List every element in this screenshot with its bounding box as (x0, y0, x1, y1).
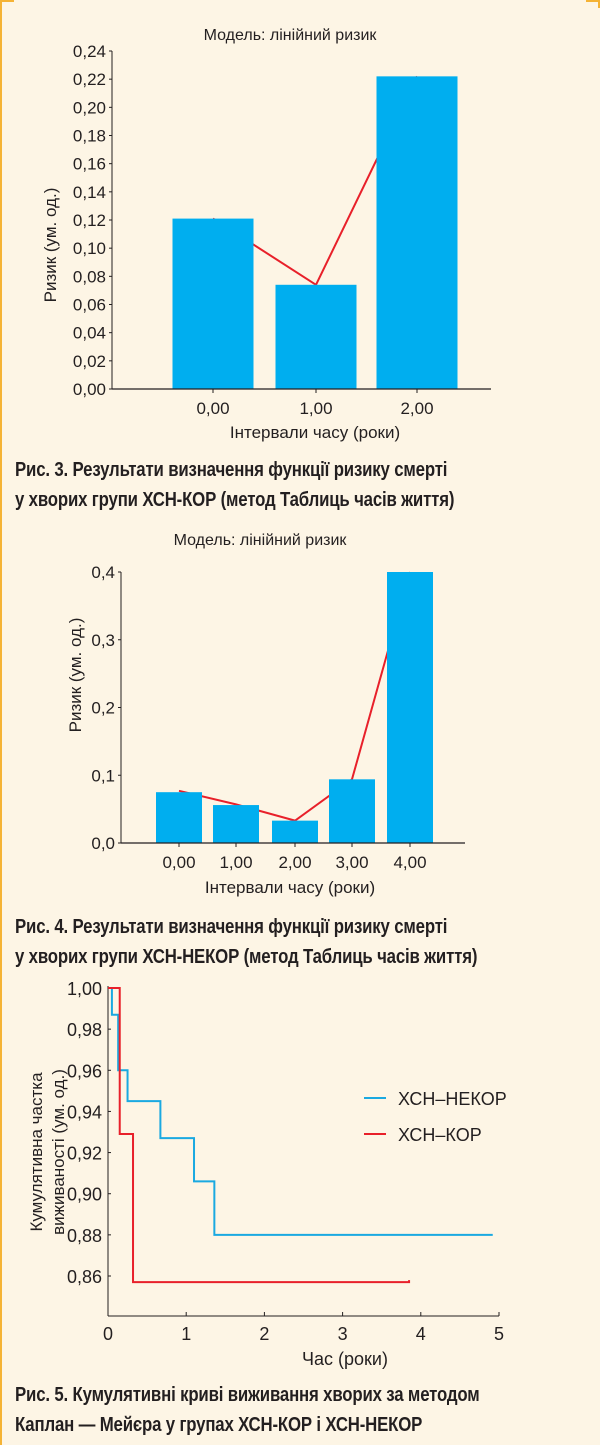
y-tick-label: 0,86 (67, 1267, 102, 1287)
y-axis-label: Ризик (ум. од.) (41, 188, 60, 303)
survival-curve-0 (108, 987, 493, 1236)
figure-3-caption: Рис. 3. Результати визначення функції ри… (15, 455, 454, 515)
y-tick-label: 0,04 (73, 324, 106, 343)
y-tick-label: 0,96 (67, 1061, 102, 1081)
y-tick-label: 0,92 (67, 1144, 102, 1164)
x-tick-label: 1 (181, 1324, 191, 1344)
x-tick-label: 5 (494, 1324, 504, 1344)
bar-0 (172, 218, 254, 389)
y-tick-label: 0,90 (67, 1185, 102, 1205)
x-tick-label: 2 (259, 1324, 269, 1344)
bar-2 (272, 820, 318, 843)
x-tick-label: 4,00 (393, 853, 426, 872)
x-tick-label: 0,00 (196, 399, 229, 418)
bar-3 (329, 779, 375, 843)
bar-4 (387, 572, 433, 843)
y-tick-label: 0,22 (73, 70, 106, 89)
x-tick-label: 0,00 (162, 853, 195, 872)
y-tick-label: 0,2 (91, 699, 115, 718)
caption-line: Рис. 5. Кумулятивні криві виживання хвор… (15, 1384, 480, 1406)
y-tick-label: 0,0 (91, 834, 115, 853)
x-tick-label: 2,00 (278, 853, 311, 872)
figure-4-caption: Рис. 4. Результати визначення функції ри… (15, 912, 477, 972)
bar-1 (275, 284, 357, 389)
y-tick-label: 1,00 (67, 979, 102, 999)
y-tick-label: 0,12 (73, 211, 106, 230)
y-tick-label: 0,08 (73, 267, 106, 286)
caption-line: у хворих групи ХСН-НЕКОР (метод Таблиць … (15, 946, 478, 968)
caption-line: у хворих групи ХСН-КОР (метод Таблиць ча… (15, 489, 455, 511)
y-tick-label: 0,20 (73, 98, 106, 117)
y-axis-label: Ризик (ум. од.) (66, 618, 85, 733)
legend-label-0: ХСН–НЕКОР (398, 1089, 507, 1109)
x-tick-label: 4 (416, 1324, 426, 1344)
chart-title: Модель: лінійний ризик (204, 27, 378, 44)
x-tick-label: 3 (338, 1324, 348, 1344)
legend-label-1: ХСН–КОР (398, 1125, 482, 1145)
y-tick-label: 0,00 (73, 380, 106, 399)
y-tick-label: 0,94 (67, 1102, 102, 1122)
caption-line: Рис. 4. Результати визначення функції ри… (15, 916, 448, 938)
page-frame-top-left (0, 0, 14, 2)
y-tick-label: 0,1 (91, 766, 115, 785)
x-tick-label: 3,00 (335, 853, 368, 872)
y-tick-label: 0,14 (73, 183, 106, 202)
bar-2 (376, 76, 458, 389)
caption-line: Рис. 3. Результати визначення функції ри… (15, 459, 448, 481)
y-tick-label: 0,3 (91, 631, 115, 650)
page-frame-top-right (586, 0, 600, 2)
y-axis-label-line1: Кумулятивна частка (27, 1072, 46, 1232)
y-tick-label: 0,98 (67, 1020, 102, 1040)
y-tick-label: 0,88 (67, 1226, 102, 1246)
x-axis-label: Інтервали часу (роки) (230, 423, 400, 442)
hazard-line (178, 571, 411, 822)
y-tick-label: 0,06 (73, 296, 106, 315)
figure-5-caption: Рис. 5. Кумулятивні криві виживання хвор… (15, 1380, 480, 1440)
y-tick-label: 0,4 (91, 563, 115, 582)
bar-1 (213, 805, 259, 843)
chart-title: Модель: лінійний ризик (174, 532, 348, 549)
x-tick-label: 2,00 (400, 399, 433, 418)
page-frame-right (598, 0, 600, 8)
survival-curve-1 (108, 987, 411, 1284)
x-axis-label: Час (роки) (302, 1349, 388, 1369)
caption-line: Каплан — Мейєра у групах ХСН-КОР і ХСН-Н… (15, 1414, 423, 1436)
x-tick-label: 1,00 (299, 399, 332, 418)
page-frame-left (0, 0, 2, 1445)
x-tick-label: 0 (103, 1324, 113, 1344)
x-tick-label: 1,00 (219, 853, 252, 872)
y-tick-label: 0,02 (73, 352, 106, 371)
x-axis-label: Інтервали часу (роки) (205, 878, 375, 897)
y-axis-label-line2: виживаності (ум. од.) (49, 1069, 68, 1235)
bar-0 (156, 792, 202, 843)
y-tick-label: 0,18 (73, 127, 106, 146)
y-tick-label: 0,24 (73, 42, 106, 61)
y-tick-label: 0,10 (73, 239, 106, 258)
y-tick-label: 0,16 (73, 155, 106, 174)
